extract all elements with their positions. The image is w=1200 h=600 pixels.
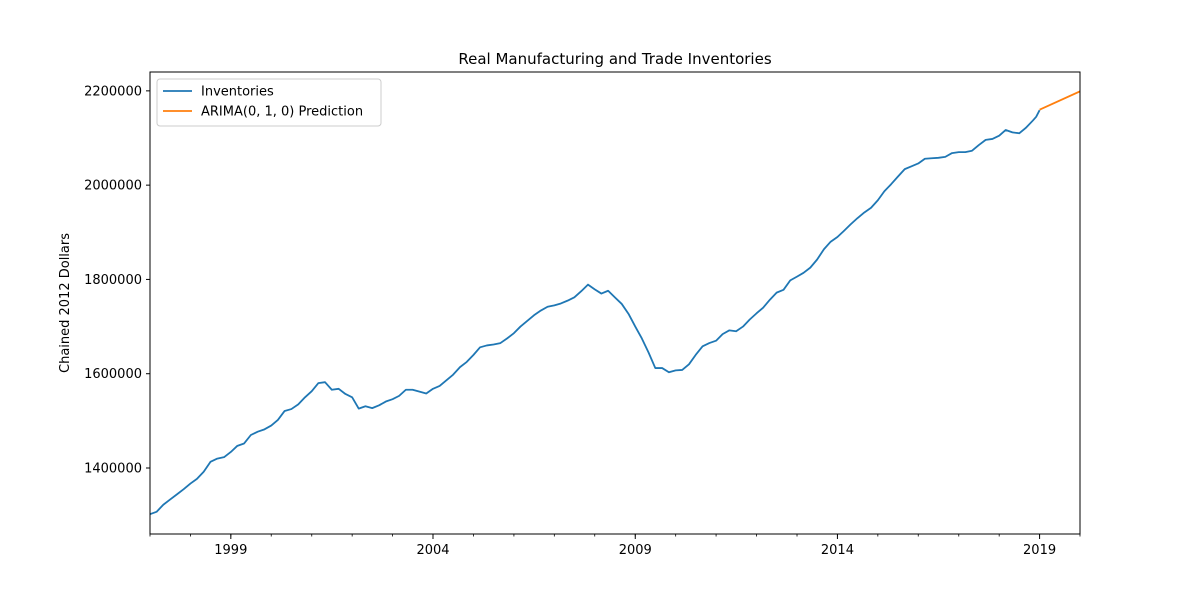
y-tick-label: 1800000 (84, 273, 142, 288)
y-tick-label: 1600000 (84, 367, 142, 382)
legend: Inventories ARIMA(0, 1, 0) Prediction (156, 78, 382, 127)
series-line-inventories (150, 109, 1041, 516)
x-tick-label: 2004 (416, 543, 449, 558)
legend-label: ARIMA(0, 1, 0) Prediction (201, 105, 363, 120)
y-tick-label: 2000000 (84, 179, 142, 194)
plot-area-frame (149, 71, 1081, 535)
x-axis: 1999 2004 2009 2014 2019 (149, 534, 1081, 558)
y-axis-label: Chained 2012 Dollars (58, 233, 73, 373)
series-layer (150, 90, 1080, 516)
x-tick-label: 1999 (214, 543, 247, 558)
x-tick-label: 2019 (1023, 543, 1056, 558)
x-tick-label: 2014 (821, 543, 854, 558)
chart-title: Real Manufacturing and Trade Inventories (458, 50, 771, 68)
y-tick-label: 2200000 (84, 84, 142, 99)
y-tick-label: 1400000 (84, 462, 142, 477)
y-axis: 1400000 1600000 1800000 2000000 2200000 (84, 84, 150, 477)
legend-label: Inventories (201, 85, 274, 100)
x-tick-label: 2009 (619, 543, 652, 558)
series-line-arima-prediction (1039, 90, 1080, 111)
legend-box (156, 78, 382, 127)
